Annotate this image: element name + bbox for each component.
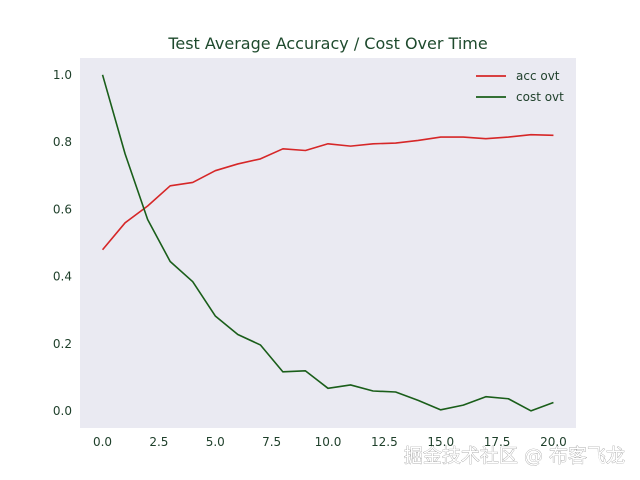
y-tick-label: 1.0 [53, 68, 72, 82]
watermark: 掘金技术社区 @ 布客飞龙 [404, 445, 625, 467]
plot-area [80, 58, 576, 428]
legend-label: cost ovt [516, 90, 564, 104]
x-axis: 0.0 2.5 5.0 7.5 10.0 12.5 15.0 17.5 20.0 [93, 435, 567, 449]
y-axis: 0.0 0.2 0.4 0.6 0.8 1.0 [53, 68, 72, 418]
y-tick-label: 0.0 [53, 404, 72, 418]
y-tick-label: 0.4 [53, 270, 72, 284]
x-tick-label: 12.5 [371, 435, 398, 449]
series-line-cost-ovt [101, 74, 554, 412]
x-tick-label: 17.5 [484, 435, 511, 449]
x-tick-label: 20.0 [540, 435, 567, 449]
x-tick-label: 15.0 [427, 435, 454, 449]
x-tick-label: 10.0 [315, 435, 342, 449]
series-layer [101, 74, 554, 412]
legend-label: acc ovt [516, 69, 560, 83]
x-tick-label: 5.0 [206, 435, 225, 449]
chart-title: Test Average Accuracy / Cost Over Time [167, 34, 487, 53]
x-tick-label: 7.5 [262, 435, 281, 449]
y-tick-label: 0.2 [53, 337, 72, 351]
y-tick-label: 0.6 [53, 202, 72, 216]
x-tick-label: 2.5 [149, 435, 168, 449]
x-tick-label: 0.0 [93, 435, 112, 449]
legend: acc ovt cost ovt [476, 69, 564, 104]
series-line-acc-ovt [101, 133, 554, 251]
y-tick-label: 0.8 [53, 135, 72, 149]
